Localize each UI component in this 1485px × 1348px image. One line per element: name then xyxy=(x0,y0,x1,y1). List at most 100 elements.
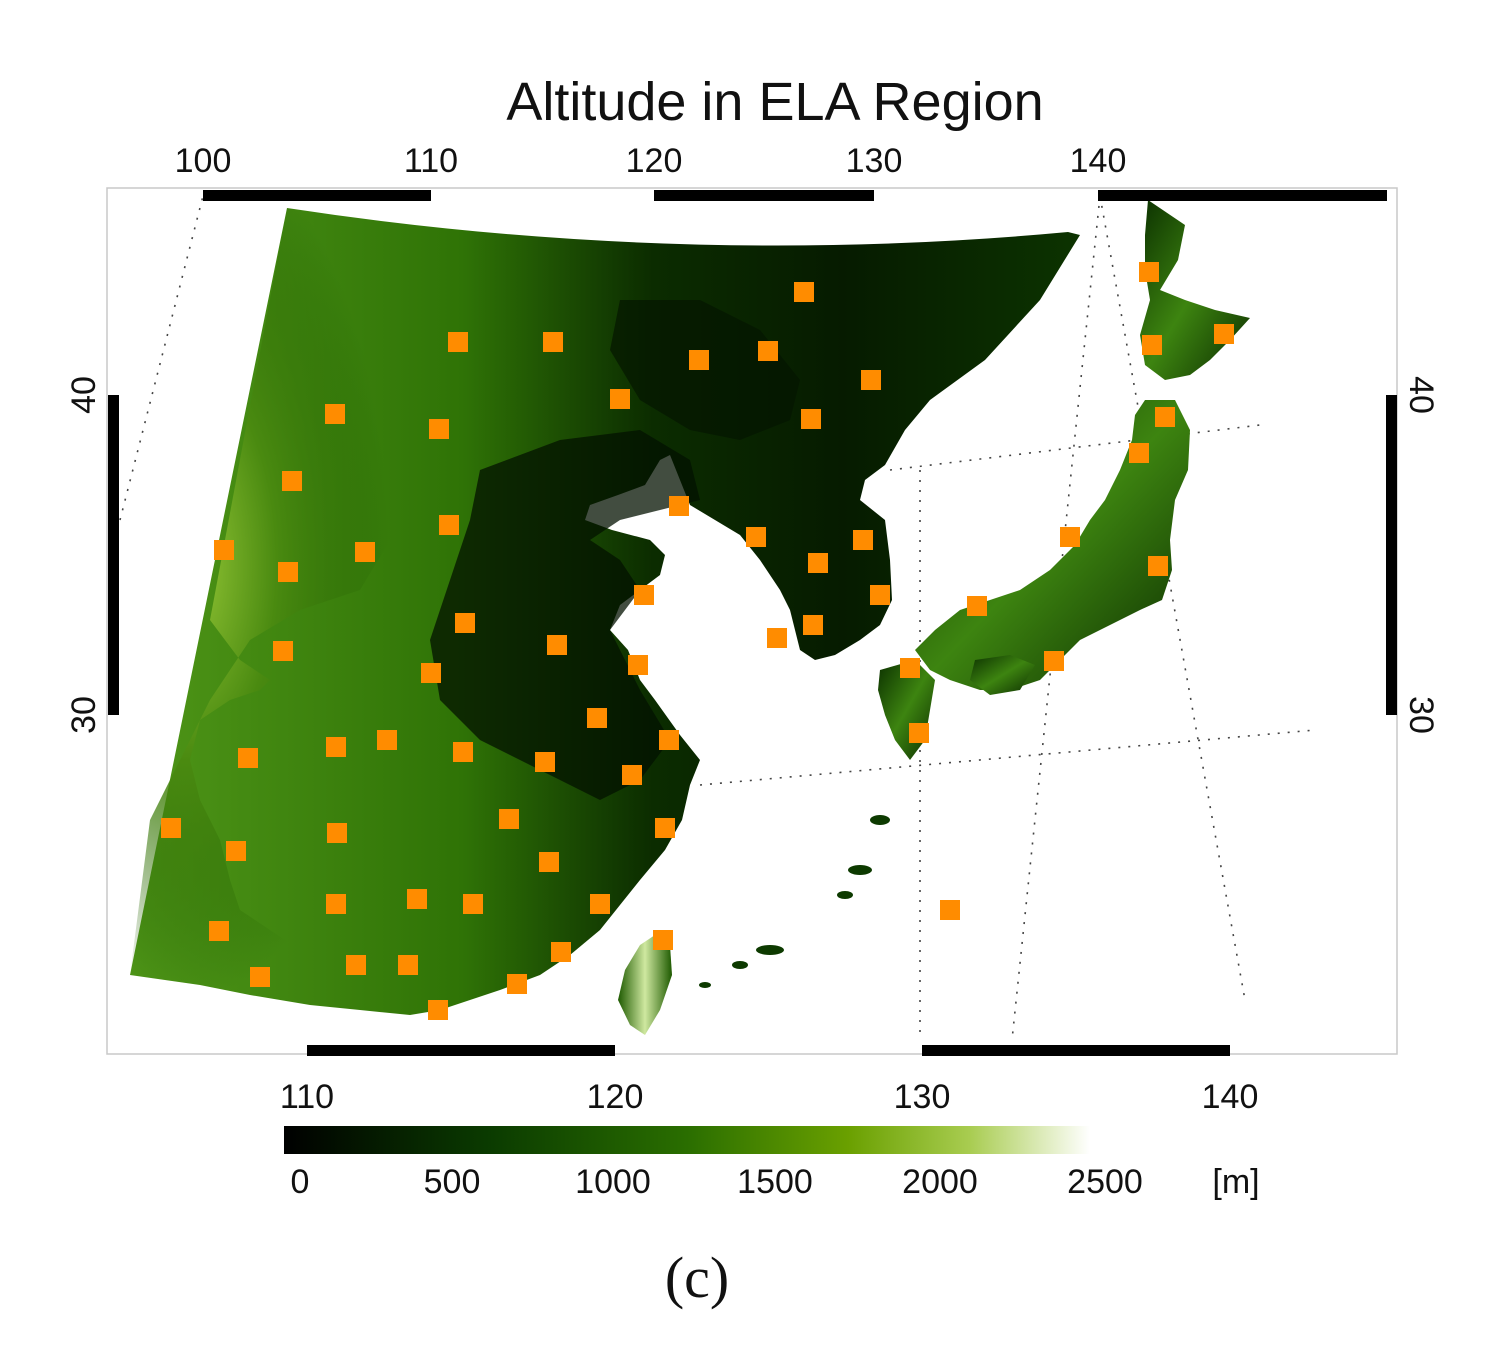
station-marker xyxy=(214,540,234,560)
station-marker xyxy=(535,752,555,772)
station-marker xyxy=(1060,527,1080,547)
taiwan-terrain xyxy=(618,935,672,1035)
top-tick-label: 100 xyxy=(175,142,232,180)
station-marker xyxy=(448,332,468,352)
station-marker xyxy=(543,332,563,352)
station-marker xyxy=(455,613,475,633)
left-tick-label: 30 xyxy=(65,696,103,734)
station-marker xyxy=(900,658,920,678)
axis-frame-bars xyxy=(108,190,1397,1056)
station-marker xyxy=(628,655,648,675)
station-marker xyxy=(377,730,397,750)
japan-shikoku xyxy=(970,655,1035,695)
bottom-tick-label: 120 xyxy=(587,1078,644,1116)
station-marker xyxy=(346,955,366,975)
station-marker xyxy=(669,496,689,516)
station-marker xyxy=(355,542,375,562)
colorbar-tick-label: 2000 xyxy=(902,1163,978,1201)
station-marker xyxy=(326,894,346,914)
station-marker xyxy=(590,894,610,914)
station-marker xyxy=(1155,407,1175,427)
lowland-dark xyxy=(430,430,700,800)
top-axis-labels: 100 110 120 130 140 xyxy=(175,142,1127,180)
bottom-tick-label: 110 xyxy=(280,1078,334,1116)
station-marker xyxy=(439,515,459,535)
station-marker xyxy=(327,823,347,843)
station-marker xyxy=(226,841,246,861)
station-marker xyxy=(587,708,607,728)
plateau-highlight xyxy=(130,208,500,1000)
colorbar-tick-label: 2500 xyxy=(1067,1163,1143,1201)
top-tick-label: 120 xyxy=(626,142,683,180)
station-marker xyxy=(238,748,258,768)
panel-label: (c) xyxy=(665,1245,729,1310)
station-marker xyxy=(547,635,567,655)
station-marker xyxy=(463,894,483,914)
colorbar-tick-label: 500 xyxy=(424,1163,481,1201)
station-marker xyxy=(282,471,302,491)
station-marker xyxy=(861,370,881,390)
station-marker xyxy=(326,737,346,757)
station-marker xyxy=(803,615,823,635)
japan-honshu xyxy=(915,400,1190,690)
station-marker xyxy=(659,730,679,750)
station-marker xyxy=(1139,262,1159,282)
station-marker xyxy=(250,967,270,987)
colorbar-tick-label: 0 xyxy=(291,1163,310,1201)
station-marker xyxy=(967,596,987,616)
top-tick-label: 130 xyxy=(846,142,903,180)
station-marker xyxy=(1148,556,1168,576)
station-marker xyxy=(1129,443,1149,463)
graticule xyxy=(119,195,1316,1041)
station-marker xyxy=(610,389,630,409)
ryukyu-islands xyxy=(699,815,890,988)
colorbar xyxy=(284,1126,1090,1154)
station-marker xyxy=(758,341,778,361)
station-marker xyxy=(161,818,181,838)
station-marker xyxy=(325,404,345,424)
station-marker xyxy=(398,955,418,975)
left-tick-label: 40 xyxy=(65,376,103,414)
station-marker xyxy=(453,742,473,762)
station-marker xyxy=(1142,335,1162,355)
station-marker xyxy=(1214,324,1234,344)
station-marker xyxy=(273,641,293,661)
colorbar-tick-label: 1000 xyxy=(575,1163,651,1201)
station-marker xyxy=(746,527,766,547)
station-marker xyxy=(655,818,675,838)
colorbar-tick-label: 1500 xyxy=(737,1163,813,1201)
bottom-tick-label: 130 xyxy=(894,1078,951,1116)
map-title: Altitude in ELA Region xyxy=(506,72,1043,132)
right-tick-label: 30 xyxy=(1402,696,1440,734)
station-marker xyxy=(507,974,527,994)
colorbar-unit: [m] xyxy=(1212,1163,1259,1201)
station-marker xyxy=(539,852,559,872)
left-axis-labels: 40 30 xyxy=(65,376,103,734)
station-marker xyxy=(940,900,960,920)
station-marker xyxy=(622,765,642,785)
station-marker xyxy=(278,562,298,582)
station-marker xyxy=(429,419,449,439)
station-marker xyxy=(551,942,571,962)
station-marker xyxy=(909,723,929,743)
station-marker xyxy=(689,350,709,370)
station-marker xyxy=(209,921,229,941)
station-marker xyxy=(428,1000,448,1020)
station-marker xyxy=(1044,651,1064,671)
station-marker xyxy=(421,663,441,683)
station-markers xyxy=(161,262,1234,1020)
right-axis-labels: 40 30 xyxy=(1402,376,1440,734)
station-marker xyxy=(808,553,828,573)
top-tick-label: 110 xyxy=(404,142,458,180)
bottom-axis-labels: 110 120 130 140 xyxy=(280,1078,1258,1116)
station-marker xyxy=(767,628,787,648)
station-marker xyxy=(853,530,873,550)
station-marker xyxy=(801,409,821,429)
station-marker xyxy=(794,282,814,302)
station-marker xyxy=(499,809,519,829)
top-tick-label: 140 xyxy=(1070,142,1127,180)
station-marker xyxy=(870,585,890,605)
right-tick-label: 40 xyxy=(1402,376,1440,414)
station-marker xyxy=(634,585,654,605)
